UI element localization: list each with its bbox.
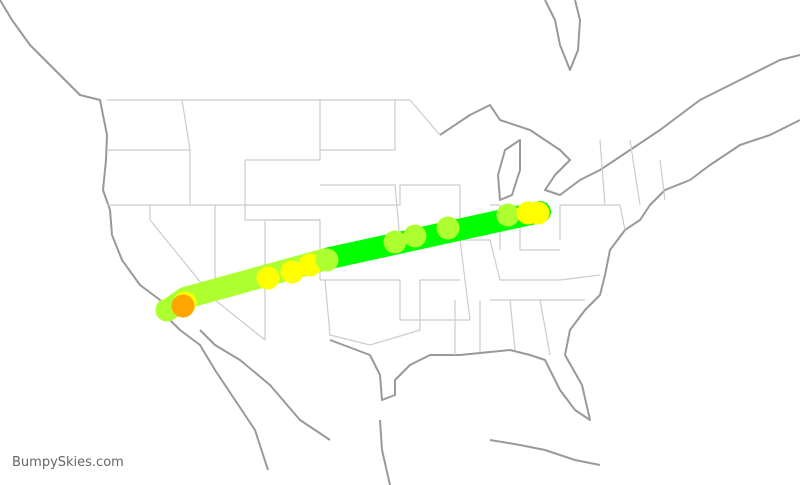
turbulence-marker-moderate [526,201,550,225]
turbulence-marker-moderate [280,260,304,284]
turbulence-marker-heavy [171,294,195,318]
flight-route [155,201,551,322]
brand-watermark: BumpySkies.com [12,455,124,470]
turbulence-marker-light [496,203,520,227]
turbulence-marker-light [403,224,427,248]
turbulence-marker-light [436,216,460,240]
turbulence-marker-light [315,248,339,272]
turbulence-marker-moderate [256,266,280,290]
turbulence-marker-light [383,230,407,254]
state-borders [107,99,666,356]
